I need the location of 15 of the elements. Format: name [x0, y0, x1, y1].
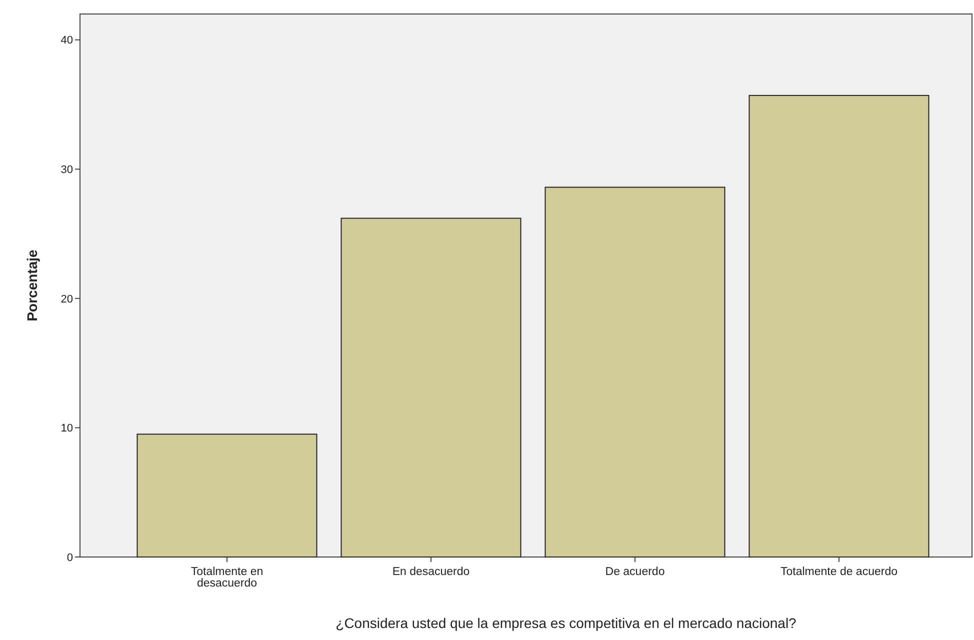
y-tick-label: 20 [60, 293, 73, 306]
x-tick-label: De acuerdo [605, 566, 665, 578]
x-tick-label: Totalmente de acuerdo [780, 566, 898, 578]
y-tick-label: 40 [60, 34, 73, 47]
y-tick-label: 0 [66, 552, 73, 564]
x-tick-label: En desacuerdo [392, 566, 470, 578]
y-axis-title: Porcentaje [24, 249, 40, 322]
bar [748, 94, 930, 558]
bar [136, 434, 318, 558]
y-tick-label: 30 [60, 164, 73, 176]
x-axis-title: ¿Considera usted que la empresa es competitiva en el mercado nacional? [336, 615, 797, 631]
y-tick-label: 10 [60, 422, 73, 435]
bar [544, 186, 726, 558]
x-tick-label: Totalmente en desacuerdo [190, 566, 264, 590]
bar [340, 218, 522, 558]
